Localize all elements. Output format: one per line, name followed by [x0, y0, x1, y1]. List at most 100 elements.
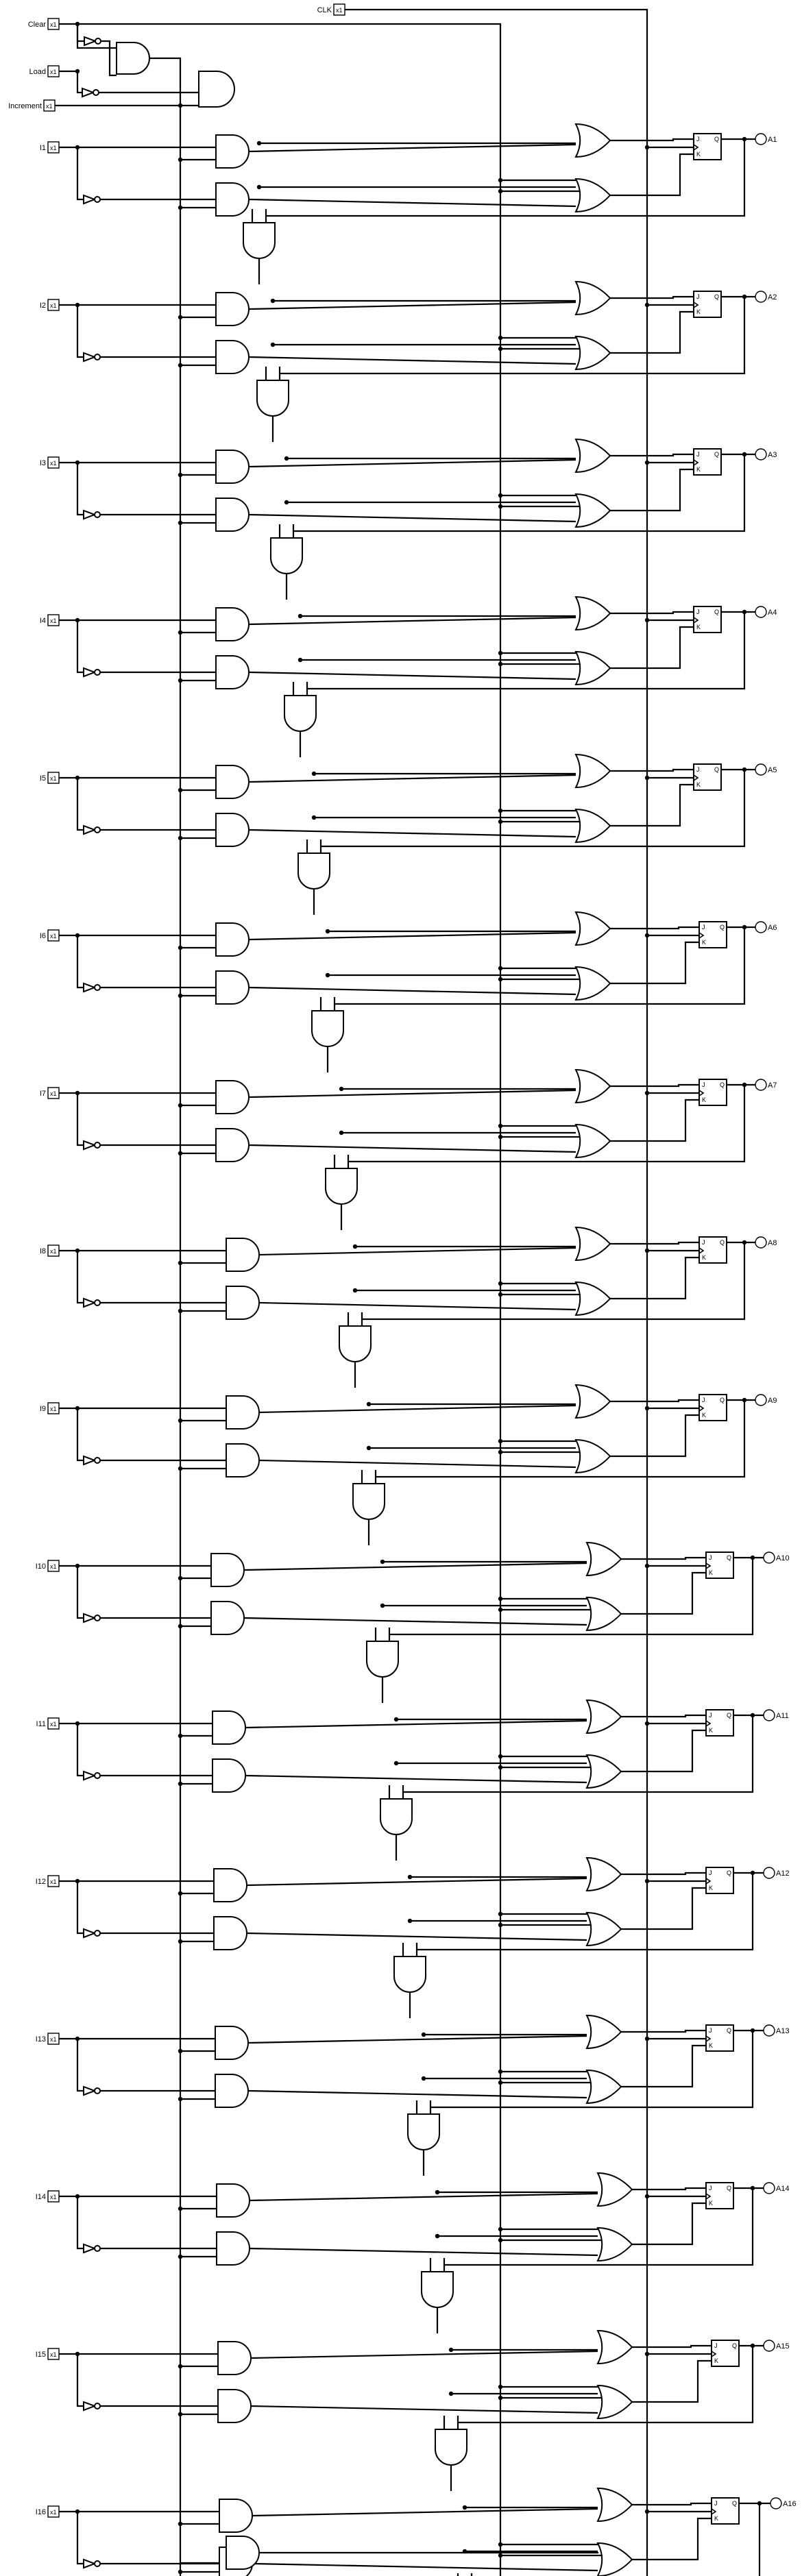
- and-gate-icon: [226, 1238, 260, 1272]
- and-gate-icon: [215, 2026, 249, 2060]
- wire: [389, 1558, 754, 1636]
- inverter-bubble: [94, 826, 101, 833]
- and-gate-icon: [215, 813, 250, 847]
- clock-edge-icon: [693, 774, 699, 781]
- input-pin-icon[interactable]: [47, 1087, 60, 1099]
- junction-dot: [462, 2505, 467, 2510]
- junction-dot: [297, 613, 303, 619]
- wire: [149, 57, 182, 2576]
- wire: [76, 1408, 84, 1462]
- jk-flipflop-icon: [693, 763, 722, 791]
- output-pin-icon: [755, 763, 767, 776]
- input-pin-icon[interactable]: [47, 2190, 60, 2203]
- or-gate-icon: [574, 438, 611, 474]
- input-pin-icon[interactable]: [47, 2348, 60, 2360]
- and-gate-icon: [256, 380, 289, 417]
- wire: [248, 1089, 576, 1099]
- output-pin-icon: [755, 1236, 767, 1249]
- ff-k-label: K: [696, 151, 701, 158]
- input-pin-value: x1: [50, 933, 57, 940]
- and-gate-icon: [116, 42, 150, 75]
- junction-dot: [75, 69, 80, 74]
- wire: [252, 2507, 598, 2517]
- or-gate-icon: [574, 966, 611, 1001]
- input-pin-icon[interactable]: [47, 1560, 60, 1572]
- wire: [76, 935, 84, 989]
- input-pin-value: x1: [336, 7, 343, 14]
- ff-k-label: K: [702, 1254, 706, 1261]
- ff-k-label: K: [709, 1885, 713, 1891]
- jk-flipflop-icon: [693, 133, 722, 160]
- junction-dot: [435, 2189, 440, 2195]
- or-gate-icon: [585, 1699, 622, 1734]
- input-pin-icon[interactable]: [47, 456, 60, 469]
- inverter-icon: [83, 1455, 97, 1466]
- wire: [610, 153, 694, 197]
- wire: [76, 778, 84, 831]
- input-label: I12: [36, 1878, 46, 1886]
- input-label: I14: [36, 2193, 46, 2201]
- and-gate-icon: [297, 852, 330, 890]
- clock-edge-icon: [698, 932, 705, 939]
- clock-edge-icon: [705, 2193, 712, 2200]
- output-pin-icon: [763, 1551, 775, 1564]
- ff-j-label: J: [702, 1081, 705, 1088]
- inverter-icon: [83, 1928, 97, 1939]
- wire: [76, 24, 84, 42]
- wire: [243, 1562, 587, 1571]
- input-pin-icon[interactable]: [47, 65, 60, 77]
- output-label: A13: [776, 2027, 790, 2035]
- wire: [258, 1247, 576, 1256]
- input-pin-icon[interactable]: [47, 1717, 60, 1730]
- input-pin-value: x1: [50, 2509, 57, 2516]
- and-gate-icon: [198, 71, 235, 108]
- wires: [55, 8, 770, 2576]
- input-pin-icon[interactable]: [333, 3, 345, 16]
- and-gate-icon: [215, 450, 250, 484]
- junction-dot: [352, 1244, 358, 1249]
- wire: [248, 513, 576, 523]
- or-gate-icon: [596, 2384, 633, 2420]
- and-gate-icon: [393, 1956, 426, 1993]
- junction-dot: [448, 2391, 454, 2396]
- input-label: I8: [40, 1247, 46, 1255]
- output-pin-icon: [755, 448, 767, 461]
- inverter-icon: [82, 87, 95, 98]
- junction-dot: [325, 972, 330, 978]
- input-pin-icon[interactable]: [47, 2033, 60, 2045]
- input-pin-icon[interactable]: [43, 99, 56, 112]
- jk-flipflop-icon: [705, 2182, 734, 2209]
- input-pin-icon[interactable]: [47, 1402, 60, 1414]
- inverter-icon: [83, 2085, 97, 2096]
- and-gate-icon: [217, 2341, 252, 2375]
- input-pin-icon[interactable]: [47, 1244, 60, 1257]
- output-label: A5: [768, 766, 777, 774]
- input-pin-icon[interactable]: [47, 772, 60, 784]
- wire: [632, 2202, 706, 2246]
- input-pin-icon[interactable]: [47, 141, 60, 154]
- input-pin-icon[interactable]: [47, 614, 60, 626]
- junction-dot: [311, 771, 317, 776]
- wire: [417, 1873, 754, 1951]
- and-gate-icon: [215, 607, 250, 641]
- input-pin-icon[interactable]: [47, 2505, 60, 2518]
- and-gate-icon: [311, 1010, 344, 1047]
- input-pin-icon[interactable]: [47, 18, 60, 30]
- wire: [249, 2247, 598, 2257]
- junction-dot: [325, 929, 330, 934]
- wire: [76, 305, 84, 358]
- and-gate-icon: [380, 1798, 413, 1835]
- wire: [610, 310, 694, 354]
- wire: [610, 453, 694, 457]
- input-pin-icon[interactable]: [47, 1875, 60, 1887]
- ff-q-label: Q: [720, 1239, 725, 1246]
- input-pin-icon[interactable]: [47, 299, 60, 311]
- wire: [250, 2405, 598, 2414]
- and-gate-icon: [216, 2231, 250, 2266]
- and-gate-icon: [226, 1395, 260, 1430]
- or-gate-icon: [574, 335, 611, 371]
- input-pin-icon[interactable]: [47, 929, 60, 942]
- ff-j-label: J: [714, 2500, 718, 2507]
- inverter-bubble: [94, 2087, 101, 2094]
